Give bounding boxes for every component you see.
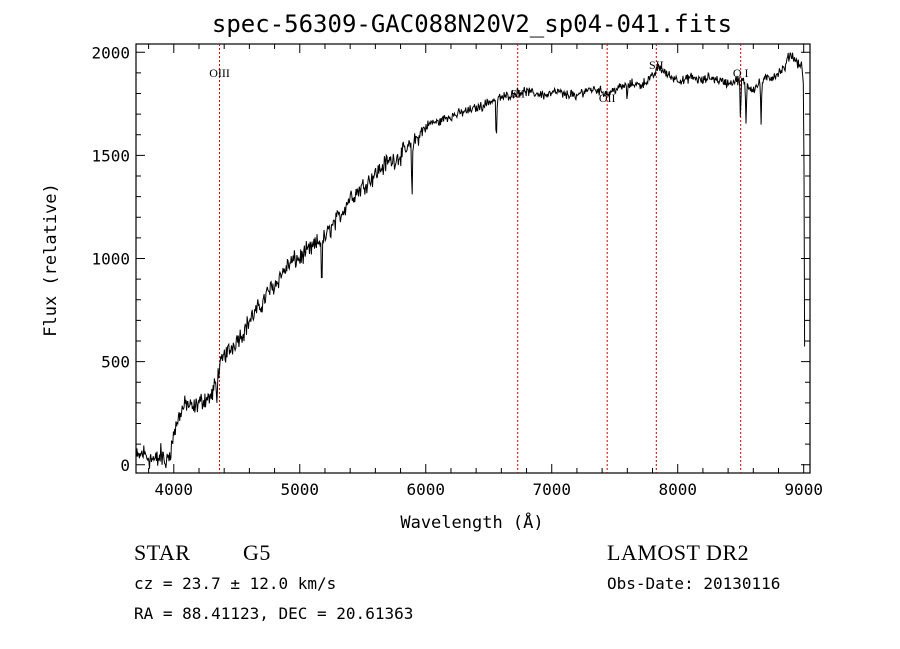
line-marker-label: OIII — [209, 66, 230, 80]
y-tick-label: 0 — [120, 456, 130, 475]
y-tick-label: 1500 — [91, 146, 130, 165]
x-tick-label: 7000 — [532, 480, 571, 499]
x-tick-label: 8000 — [658, 480, 697, 499]
y-tick-label: 2000 — [91, 43, 130, 62]
chart-title: spec-56309-GAC088N20V2_sp04-041.fits — [212, 10, 732, 38]
x-tick-label: 4000 — [155, 480, 194, 499]
spectrum-line — [135, 52, 806, 469]
x-tick-label: 9000 — [784, 480, 823, 499]
x-tick-label: 6000 — [406, 480, 445, 499]
x-axis-label: Wavelength (Å) — [400, 511, 543, 533]
object-subclass: G5 — [243, 540, 271, 565]
y-tick-label: 500 — [101, 353, 130, 372]
ra-dec-text: RA = 88.41123, DEC = 20.61363 — [134, 604, 414, 623]
y-axis-label: Flux (relative) — [41, 183, 61, 337]
series-group — [135, 52, 806, 469]
redshift-text: cz = 23.7 ± 12.0 km/s — [134, 574, 337, 593]
survey-name: LAMOST DR2 — [607, 540, 750, 565]
object-class: STAR — [134, 540, 191, 565]
x-tick-label: 5000 — [281, 480, 320, 499]
y-tick-label: 1000 — [91, 250, 130, 269]
obs-date: Obs-Date: 20130116 — [607, 574, 781, 593]
axis-ticks: 4000 5000 6000 7000 8000 9000 0 500 1000 1500 2000 — [91, 43, 822, 499]
plot-frame — [135, 43, 811, 474]
